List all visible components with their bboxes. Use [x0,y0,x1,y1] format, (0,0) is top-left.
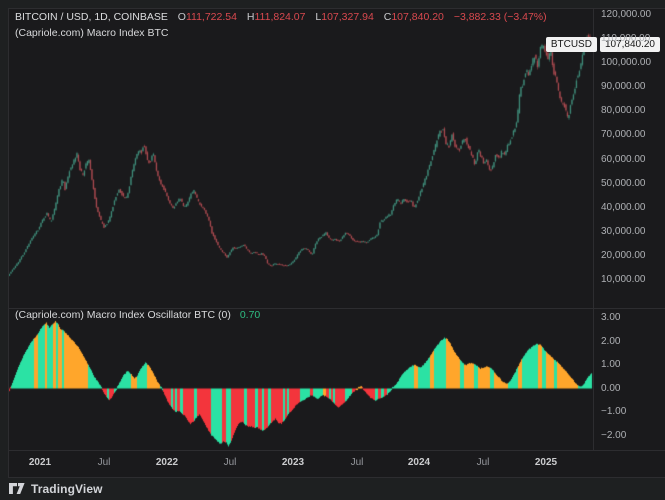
oscillator-axis-label: 0.00 [601,382,621,394]
footer-bar: TradingView [0,477,665,500]
oscillator-legend[interactable]: (Capriole.com) Macro Index Oscillator BT… [15,309,260,321]
oscillator-axis-label: 2.00 [601,335,621,347]
price-axis-label: 50,000.00 [601,177,646,189]
pane-separator[interactable] [8,308,665,309]
price-axis-label: 60,000.00 [601,153,646,165]
low-label: L [315,11,322,23]
symbol-legend-row[interactable]: BITCOIN / USD, 1D, COINBASE O111,722.54 … [15,9,547,25]
price-axis-label: 40,000.00 [601,201,646,213]
last-price-badge: 107,840.20 [599,37,660,52]
left-border [8,8,9,477]
footer-separator [8,477,665,478]
time-axis-label: Jul [97,457,111,468]
open-label: O [177,11,186,23]
time-axis-label: 2023 [281,457,305,468]
oscillator-axis-label: 1.00 [601,359,621,370]
symbol-badge: BTCUSD [545,37,597,52]
oscillator-label[interactable]: (Capriole.com) Macro Index Oscillator BT… [15,309,231,321]
price-axis-label: 90,000.00 [601,81,646,93]
price-axis-label: 80,000.00 [601,105,646,117]
change-value: −3,882.33 (−3.47%) [453,11,547,23]
close-label: C [383,11,392,23]
price-axis-label: 70,000.00 [601,129,646,141]
high-value: 111,824.07 [254,11,306,23]
price-axis-label: 30,000.00 [601,225,646,237]
oscillator-axis-label: −1.00 [601,406,627,417]
close-value: 107,840.20 [391,11,444,23]
time-axis-label: Jul [476,457,490,468]
price-axis-label: 120,000.00 [601,9,652,20]
tradingview-logo-icon[interactable] [9,483,25,494]
price-axis-label: 100,000.00 [601,57,652,69]
top-border [8,8,665,9]
macro-index-label[interactable]: (Capriole.com) Macro Index BTC [15,27,169,39]
open-value: 111,722.54 [185,11,237,23]
low-value: 107,327.94 [321,11,374,23]
symbol-title[interactable]: BITCOIN / USD, 1D, COINBASE [15,11,168,23]
time-axis-label: Jul [223,457,237,468]
high-label: H [246,11,255,23]
indicator-legend-row[interactable]: (Capriole.com) Macro Index BTC [15,25,547,41]
price-scale-border[interactable] [593,8,594,450]
time-axis-separator [8,450,665,451]
time-axis-label: 2025 [534,457,558,468]
time-axis-label: 2024 [407,457,431,468]
time-axis-label: 2022 [155,457,179,468]
oscillator-axis-label: −2.00 [601,429,627,441]
oscillator-value: 0.70 [239,309,261,321]
oscillator-axis-label: 3.00 [601,312,621,323]
time-axis-label: Jul [350,457,364,468]
last-price-badges: BTCUSD 107,840.20 [545,37,660,52]
price-axis-label: 110,000.00 [601,33,651,45]
main-legend: BITCOIN / USD, 1D, COINBASE O111,722.54 … [15,9,547,41]
tradingview-brand-text[interactable]: TradingView [31,481,103,496]
time-axis-label: 2021 [28,457,52,468]
price-axis-label: 10,000.00 [601,274,646,285]
price-axis-label: 20,000.00 [601,249,646,261]
